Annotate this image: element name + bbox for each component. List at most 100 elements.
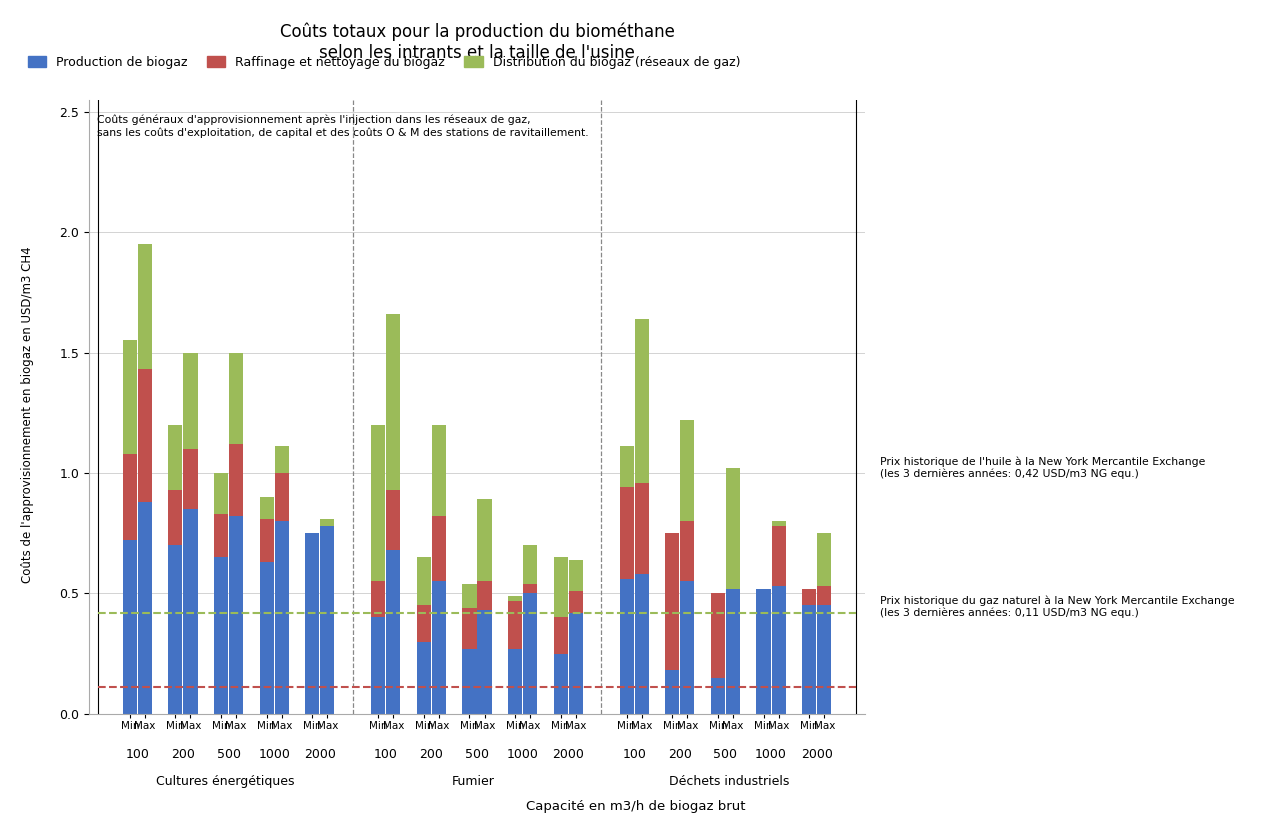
Text: 2000: 2000	[801, 748, 833, 760]
Text: Cultures énergétiques: Cultures énergétiques	[155, 775, 294, 788]
Bar	[259, 562, 273, 714]
Bar	[681, 521, 695, 581]
Bar	[259, 519, 273, 562]
Bar	[229, 516, 243, 714]
Bar	[772, 526, 786, 586]
Bar	[569, 613, 583, 714]
Text: 1000: 1000	[756, 748, 787, 760]
Bar	[635, 482, 649, 574]
Text: 500: 500	[466, 748, 488, 760]
Text: Fumier: Fumier	[452, 775, 495, 788]
Text: 200: 200	[668, 748, 692, 760]
Bar	[417, 605, 431, 642]
Text: 100: 100	[622, 748, 646, 760]
Bar	[757, 588, 771, 714]
Title: Coûts totaux pour la production du biométhane
selon les intrants et la taille de: Coûts totaux pour la production du biomé…	[280, 22, 674, 62]
Bar	[371, 581, 385, 618]
Bar	[477, 500, 491, 581]
Bar	[387, 314, 401, 490]
Bar	[275, 473, 289, 521]
Bar	[229, 353, 243, 444]
Bar	[183, 449, 197, 509]
Bar	[803, 588, 817, 605]
Bar	[463, 608, 477, 649]
Bar	[817, 586, 832, 605]
Bar	[463, 583, 477, 608]
Bar	[214, 473, 228, 514]
Text: 2000: 2000	[304, 748, 336, 760]
Text: 200: 200	[420, 748, 444, 760]
Text: 500: 500	[216, 748, 240, 760]
Bar	[523, 545, 537, 583]
Text: 1000: 1000	[506, 748, 538, 760]
Bar	[137, 502, 151, 714]
Bar	[523, 583, 537, 593]
Bar	[431, 516, 446, 581]
Bar	[275, 521, 289, 714]
Text: 100: 100	[126, 748, 149, 760]
Bar	[665, 533, 679, 671]
Bar	[371, 425, 385, 581]
Bar	[619, 579, 633, 714]
Text: Déchets industriels: Déchets industriels	[669, 775, 789, 788]
Bar	[214, 557, 228, 714]
Bar	[711, 593, 725, 677]
Bar	[817, 605, 832, 714]
Bar	[168, 490, 182, 545]
Text: Capacité en m3/h de biogaz brut: Capacité en m3/h de biogaz brut	[527, 800, 745, 813]
Bar	[681, 581, 695, 714]
Bar	[665, 671, 679, 714]
Bar	[183, 353, 197, 449]
Bar	[417, 557, 431, 605]
Bar	[817, 533, 832, 586]
Bar	[229, 444, 243, 516]
Legend: Production de biogaz, Raffinage et nettoyage du biogaz, Distribution du biogaz (: Production de biogaz, Raffinage et netto…	[23, 51, 745, 74]
Bar	[726, 468, 740, 588]
Bar	[569, 591, 583, 613]
Bar	[508, 601, 523, 649]
Bar	[321, 526, 335, 714]
Bar	[387, 550, 401, 714]
Bar	[371, 618, 385, 714]
Text: Prix historique du gaz naturel à la New York Mercantile Exchange
(les 3 dernière: Prix historique du gaz naturel à la New …	[880, 596, 1235, 618]
Bar	[431, 581, 446, 714]
Bar	[122, 340, 137, 454]
Text: 1000: 1000	[258, 748, 290, 760]
Bar	[122, 540, 137, 714]
Bar	[772, 521, 786, 526]
Bar	[463, 649, 477, 714]
Text: Coûts généraux d'approvisionnement après l'injection dans les réseaux de gaz,
sa: Coûts généraux d'approvisionnement après…	[97, 115, 589, 138]
Bar	[259, 497, 273, 519]
Bar	[569, 559, 583, 591]
Bar	[711, 677, 725, 714]
Bar	[619, 487, 633, 579]
Text: 500: 500	[714, 748, 738, 760]
Bar	[619, 447, 633, 487]
Bar	[321, 519, 335, 526]
Text: 200: 200	[170, 748, 195, 760]
Text: Coûts de l'approvisionnement en biogaz en USD/m3 CH4: Coûts de l'approvisionnement en biogaz e…	[22, 247, 34, 583]
Bar	[477, 581, 491, 610]
Bar	[635, 319, 649, 482]
Bar	[431, 425, 446, 516]
Bar	[305, 533, 319, 714]
Bar	[772, 586, 786, 714]
Bar	[803, 605, 817, 714]
Bar	[681, 420, 695, 521]
Text: 100: 100	[374, 748, 398, 760]
Bar	[183, 509, 197, 714]
Bar	[477, 610, 491, 714]
Text: Prix historique de l'huile à la New York Mercantile Exchange
(les 3 dernières an: Prix historique de l'huile à la New York…	[880, 456, 1206, 479]
Bar	[553, 653, 567, 714]
Bar	[168, 425, 182, 490]
Bar	[417, 642, 431, 714]
Bar	[508, 649, 523, 714]
Bar	[137, 244, 151, 369]
Bar	[553, 618, 567, 653]
Bar	[122, 454, 137, 540]
Bar	[275, 447, 289, 473]
Text: 2000: 2000	[552, 748, 584, 760]
Bar	[214, 514, 228, 557]
Bar	[508, 596, 523, 601]
Bar	[635, 574, 649, 714]
